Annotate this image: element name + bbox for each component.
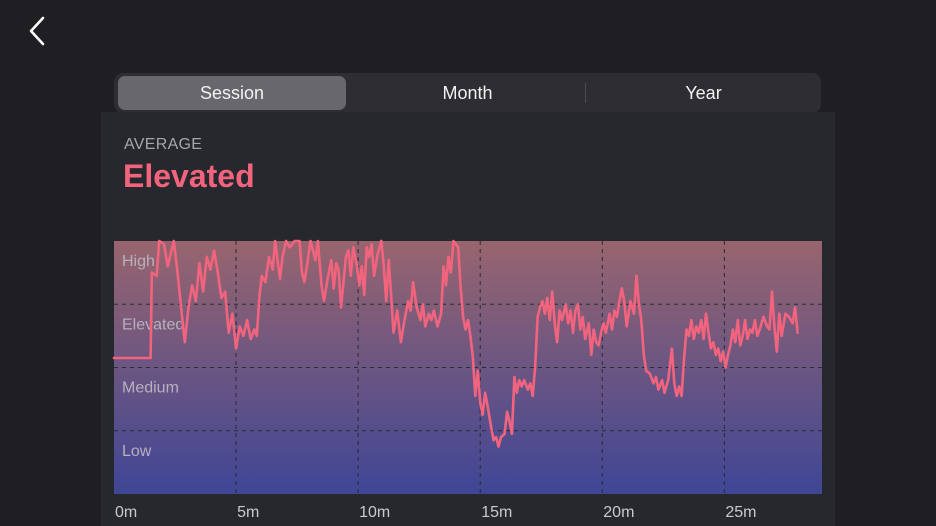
back-button[interactable] xyxy=(24,14,54,48)
segment-divider xyxy=(585,83,586,103)
average-label: AVERAGE xyxy=(124,136,203,153)
y-band-label: Low xyxy=(122,443,152,460)
tab-month[interactable]: Month xyxy=(442,83,493,103)
average-value: Elevated xyxy=(123,158,255,194)
chevron-left-icon xyxy=(29,16,45,46)
tab-year[interactable]: Year xyxy=(685,83,722,103)
x-tick-label: 15m xyxy=(481,504,512,521)
x-tick-label: 10m xyxy=(359,504,390,521)
x-tick-label: 25m xyxy=(725,504,756,521)
y-band-labels: High Elevated Medium Low xyxy=(122,253,184,460)
x-tick-labels: 0m 5m 10m 15m 20m 25m xyxy=(115,504,756,521)
x-tick-label: 20m xyxy=(603,504,634,521)
series-group xyxy=(112,239,799,448)
y-band-label: High xyxy=(122,253,155,270)
y-band-label: Elevated xyxy=(122,316,184,333)
x-tick-label: 5m xyxy=(237,504,259,521)
tab-session[interactable]: Session xyxy=(118,76,346,110)
x-tick-label: 0m xyxy=(115,504,137,521)
period-segmented-control: Session Month Year xyxy=(114,73,821,113)
series-line xyxy=(112,239,799,448)
y-band-label: Medium xyxy=(122,380,179,397)
